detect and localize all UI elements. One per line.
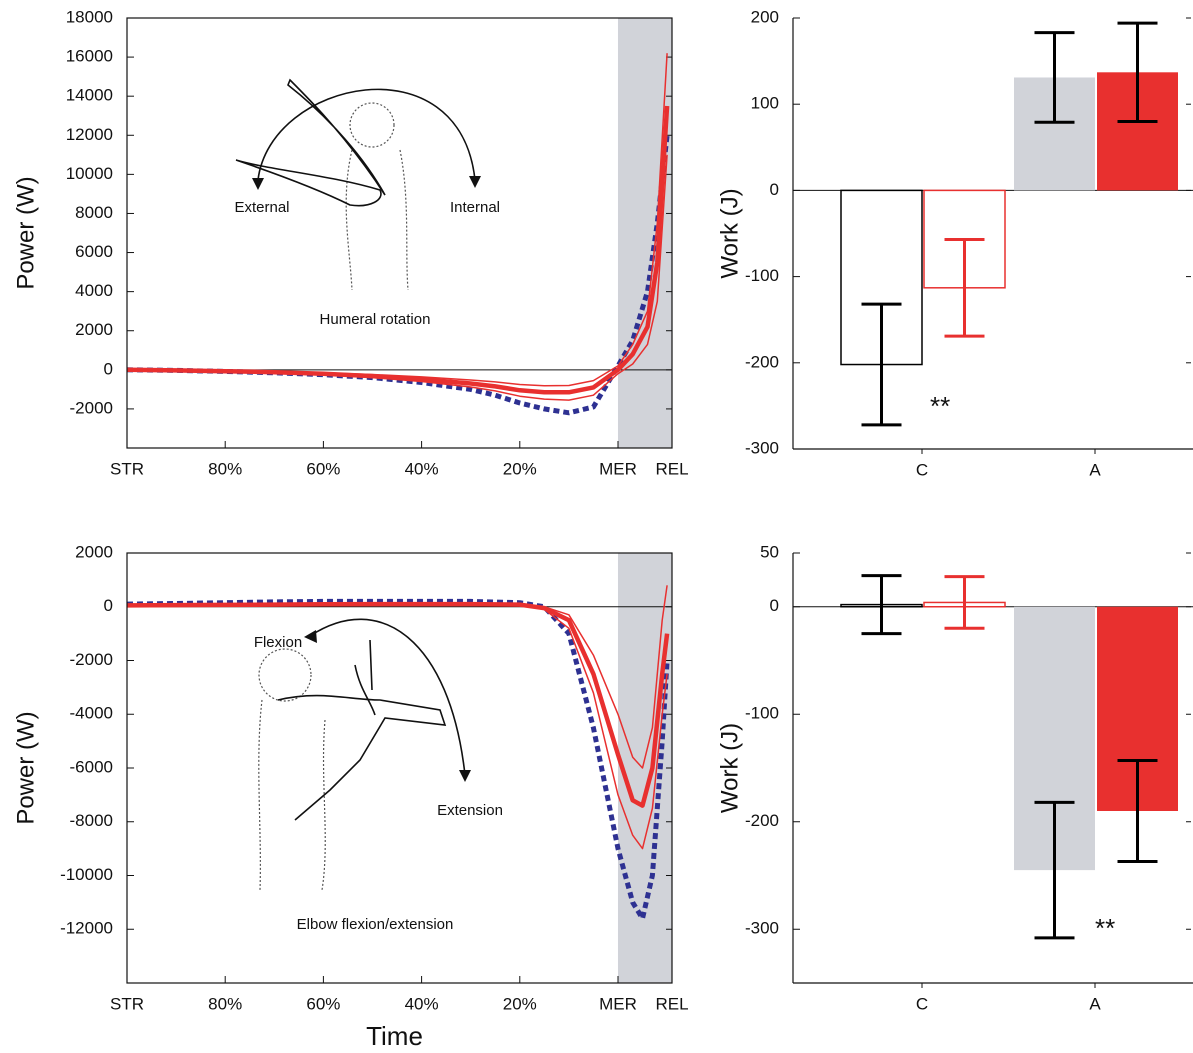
plot-frame	[126, 17, 673, 449]
y-tick-label: -10000	[60, 865, 113, 884]
y-tick-label: 18000	[66, 7, 113, 26]
y-tick-label: -100	[745, 266, 779, 285]
x-tick-label: REL	[655, 459, 688, 478]
y-axis-label: Work (J)	[716, 723, 743, 813]
y-tick-label: 200	[751, 7, 779, 26]
x-tick-label: 20%	[503, 459, 537, 478]
y-tick-label: 100	[751, 94, 779, 113]
annotation: **	[930, 391, 950, 421]
x-tick-label: C	[916, 460, 928, 479]
illustration-elbow	[258, 618, 471, 891]
y-tick-label: 0	[104, 359, 113, 378]
y-axis-label: Work (J)	[716, 188, 743, 278]
x-axis-label: Time	[366, 1021, 423, 1051]
shaded-region	[617, 553, 672, 983]
annotation: Extension	[437, 802, 503, 819]
y-tick-label: 14000	[66, 86, 113, 105]
panel: -12000 -10000 -8000 -6000 -4000 -2000 0 2000 Pow…	[12, 542, 688, 1050]
y-tick-label: 6000	[75, 242, 113, 261]
y-axis-label: Power (W)	[12, 176, 39, 289]
panel: -300 -200 -100 0 100 200 Work (J) C A **	[716, 7, 1193, 479]
x-tick-label: 60%	[306, 994, 340, 1013]
y-tick-label: 4000	[75, 281, 113, 300]
y-tick-label: -300	[745, 919, 779, 938]
y-tick-label: 50	[760, 542, 779, 561]
y-tick-label: 10000	[66, 164, 113, 183]
y-tick-label: -200	[745, 811, 779, 830]
series-line	[126, 53, 668, 387]
x-tick-label: STR	[110, 994, 144, 1013]
series-line	[126, 601, 670, 808]
annotation: **	[1095, 913, 1115, 943]
panel: -2000 0 2000 4000 6000 8000 10000 12000 14000 160…	[12, 7, 688, 478]
y-tick-label: -100	[745, 704, 779, 723]
y-tick-label: -200	[745, 352, 779, 371]
shaded-region	[617, 18, 672, 448]
x-tick-label: A	[1089, 460, 1101, 479]
y-axis-label: Power (W)	[12, 711, 39, 824]
y-tick-label: -2000	[70, 650, 113, 669]
panel: -300 -200 -100 0 50 Work (J) C A **	[716, 542, 1193, 1013]
x-tick-label: 40%	[405, 459, 439, 478]
y-tick-label: 2000	[75, 320, 113, 339]
y-tick-label: 0	[770, 180, 779, 199]
illustration-shoulder	[235, 78, 481, 291]
annotation: Elbow flexion/extension	[297, 916, 454, 933]
y-tick-label: -4000	[70, 704, 113, 723]
y-tick-label: -12000	[60, 919, 113, 938]
x-tick-label: A	[1089, 994, 1101, 1013]
x-tick-label: REL	[655, 994, 688, 1013]
y-tick-label: 16000	[66, 47, 113, 66]
y-tick-label: 12000	[66, 125, 113, 144]
y-tick-label: -300	[745, 438, 779, 457]
x-tick-label: 20%	[503, 994, 537, 1013]
series-line	[126, 603, 668, 850]
series-line	[126, 135, 670, 416]
y-tick-label: -2000	[70, 398, 113, 417]
y-tick-label: -8000	[70, 811, 113, 830]
x-tick-label: 80%	[208, 459, 242, 478]
y-tick-label: 0	[770, 596, 779, 615]
x-tick-label: MER	[599, 994, 637, 1013]
annotation: Humeral rotation	[320, 311, 431, 328]
y-tick-label: 0	[104, 596, 113, 615]
x-tick-label: 80%	[208, 994, 242, 1013]
series-line	[126, 154, 668, 401]
plot-frame	[126, 552, 673, 984]
annotation: External	[234, 199, 289, 216]
y-tick-label: -6000	[70, 757, 113, 776]
x-tick-label: STR	[110, 459, 144, 478]
y-tick-label: 8000	[75, 203, 113, 222]
x-tick-label: 40%	[405, 994, 439, 1013]
series-line	[126, 585, 668, 769]
series-line	[126, 598, 670, 921]
series-line	[126, 105, 670, 395]
y-tick-label: 2000	[75, 542, 113, 561]
annotation: Flexion	[254, 634, 302, 651]
x-tick-label: C	[916, 994, 928, 1013]
x-tick-label: 60%	[306, 459, 340, 478]
annotation: Internal	[450, 199, 500, 216]
x-tick-label: MER	[599, 459, 637, 478]
